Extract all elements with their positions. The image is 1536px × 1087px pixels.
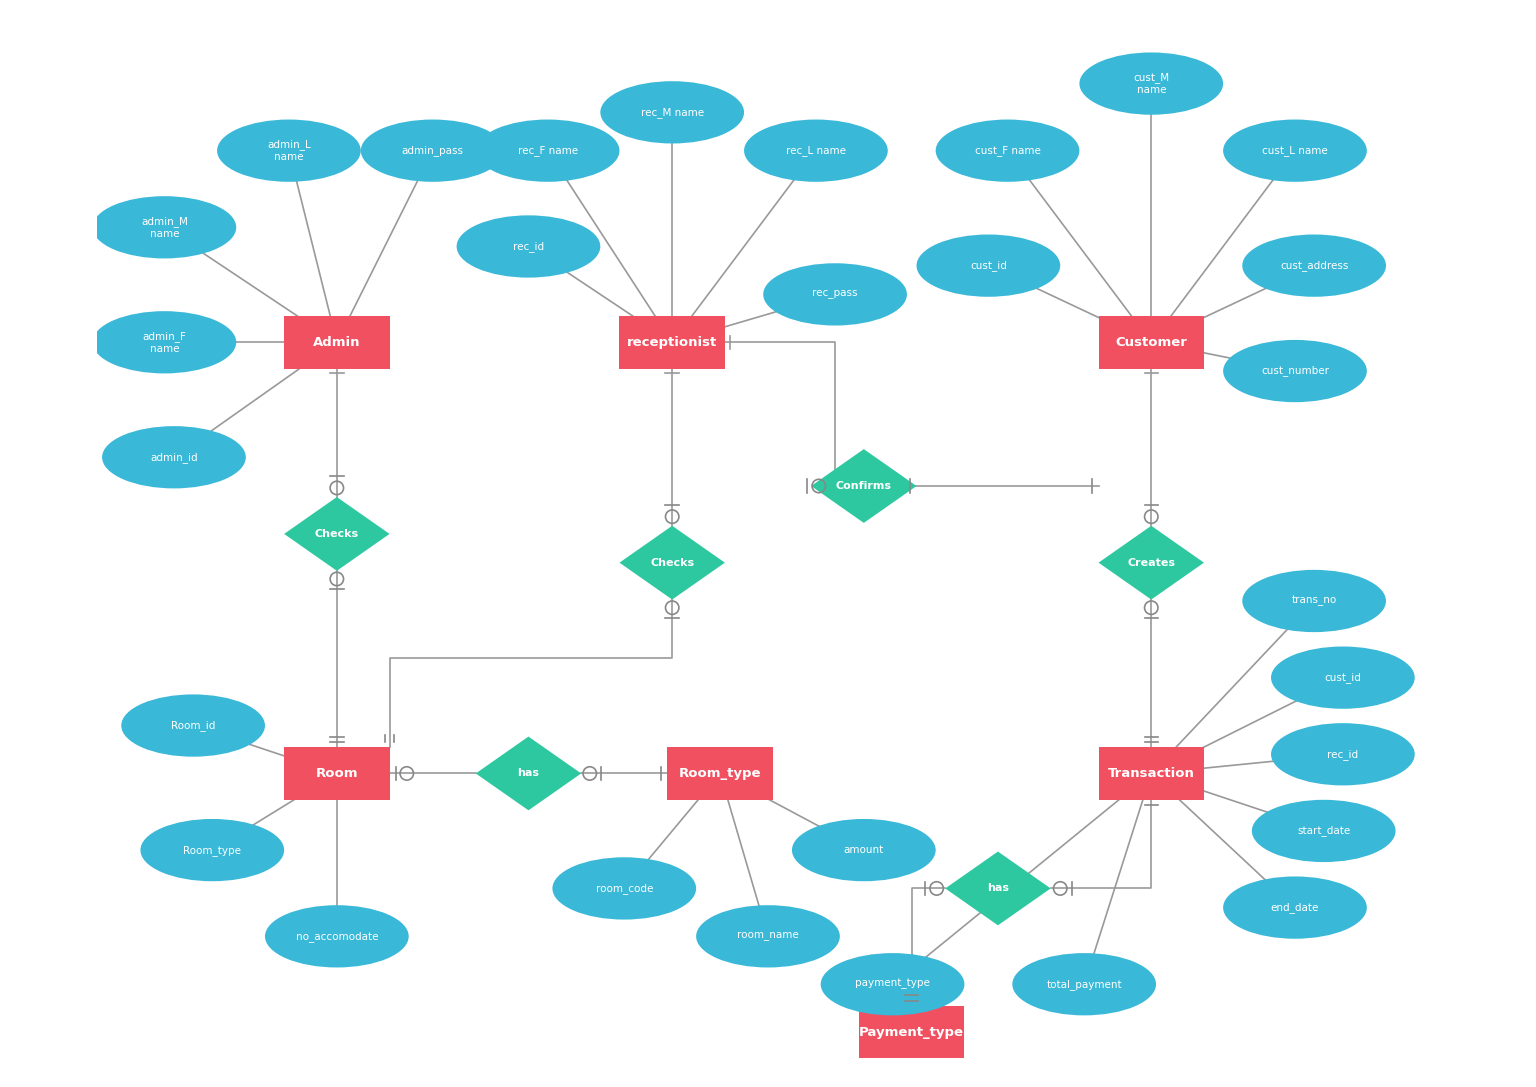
Text: trans_no: trans_no [1292, 596, 1336, 607]
Ellipse shape [763, 263, 906, 325]
Text: Checks: Checks [650, 558, 694, 567]
Text: no_accomodate: no_accomodate [295, 930, 378, 941]
Text: Room: Room [315, 767, 358, 780]
Ellipse shape [456, 215, 601, 277]
Text: Admin: Admin [313, 336, 361, 349]
Text: has: has [988, 884, 1009, 894]
Text: rec_id: rec_id [1327, 749, 1358, 760]
Ellipse shape [101, 426, 246, 488]
Text: total_payment: total_payment [1046, 978, 1121, 989]
Polygon shape [945, 851, 1051, 925]
Text: cust_L name: cust_L name [1263, 146, 1327, 157]
Ellipse shape [476, 120, 619, 182]
Text: room_code: room_code [596, 883, 653, 894]
Ellipse shape [92, 311, 237, 374]
Ellipse shape [1243, 235, 1385, 297]
Text: rec_pass: rec_pass [813, 289, 857, 299]
Ellipse shape [820, 953, 965, 1015]
Ellipse shape [935, 120, 1080, 182]
Polygon shape [284, 497, 390, 571]
Text: receptionist: receptionist [627, 336, 717, 349]
Ellipse shape [140, 819, 284, 882]
Ellipse shape [1223, 340, 1367, 402]
Text: rec_F name: rec_F name [518, 146, 578, 157]
Text: Customer: Customer [1115, 336, 1187, 349]
Text: end_date: end_date [1270, 902, 1319, 913]
Ellipse shape [121, 695, 266, 757]
Text: Checks: Checks [315, 529, 359, 539]
Text: Room_type: Room_type [679, 767, 762, 780]
Ellipse shape [601, 82, 743, 143]
Ellipse shape [1243, 570, 1385, 633]
FancyBboxPatch shape [284, 316, 390, 368]
Text: admin_L
name: admin_L name [267, 139, 310, 162]
Text: room_name: room_name [737, 932, 799, 941]
Text: Creates: Creates [1127, 558, 1175, 567]
Text: rec_L name: rec_L name [786, 146, 846, 157]
FancyBboxPatch shape [1098, 316, 1204, 368]
Text: Transaction: Transaction [1107, 767, 1195, 780]
Text: admin_F
name: admin_F name [143, 332, 186, 353]
Text: Payment_type: Payment_type [859, 1026, 965, 1039]
Ellipse shape [743, 120, 888, 182]
Ellipse shape [1223, 876, 1367, 939]
Ellipse shape [1012, 953, 1157, 1015]
Text: cust_number: cust_number [1261, 365, 1329, 376]
Polygon shape [476, 737, 581, 810]
Text: Confirms: Confirms [836, 482, 892, 491]
Polygon shape [811, 449, 917, 523]
Ellipse shape [696, 905, 840, 967]
Ellipse shape [217, 120, 361, 182]
FancyBboxPatch shape [668, 747, 773, 800]
Text: admin_id: admin_id [151, 452, 198, 463]
Ellipse shape [553, 858, 696, 920]
Ellipse shape [266, 905, 409, 967]
Text: amount: amount [843, 845, 883, 855]
Ellipse shape [793, 819, 935, 882]
Ellipse shape [361, 120, 504, 182]
Text: cust_address: cust_address [1279, 260, 1349, 271]
Polygon shape [1098, 526, 1204, 600]
Ellipse shape [917, 235, 1060, 297]
Text: Room_type: Room_type [183, 845, 241, 855]
Text: start_date: start_date [1296, 825, 1350, 836]
FancyBboxPatch shape [859, 1005, 965, 1059]
FancyBboxPatch shape [1098, 747, 1204, 800]
Ellipse shape [1252, 800, 1396, 862]
Ellipse shape [92, 196, 237, 259]
Text: admin_pass: admin_pass [401, 146, 464, 157]
Polygon shape [619, 526, 725, 600]
Text: rec_M name: rec_M name [641, 107, 703, 117]
Ellipse shape [1270, 647, 1415, 709]
Ellipse shape [1223, 120, 1367, 182]
Ellipse shape [1080, 52, 1223, 115]
Text: cust_id: cust_id [969, 260, 1006, 271]
FancyBboxPatch shape [284, 747, 390, 800]
Text: cust_id: cust_id [1324, 672, 1361, 683]
Text: rec_id: rec_id [513, 241, 544, 252]
Ellipse shape [1270, 723, 1415, 786]
Text: cust_M
name: cust_M name [1134, 73, 1169, 95]
FancyBboxPatch shape [619, 316, 725, 368]
Text: has: has [518, 769, 539, 778]
Text: payment_type: payment_type [856, 979, 929, 989]
Text: admin_M
name: admin_M name [141, 216, 187, 238]
Text: Room_id: Room_id [170, 720, 215, 730]
Text: cust_F name: cust_F name [975, 146, 1040, 157]
